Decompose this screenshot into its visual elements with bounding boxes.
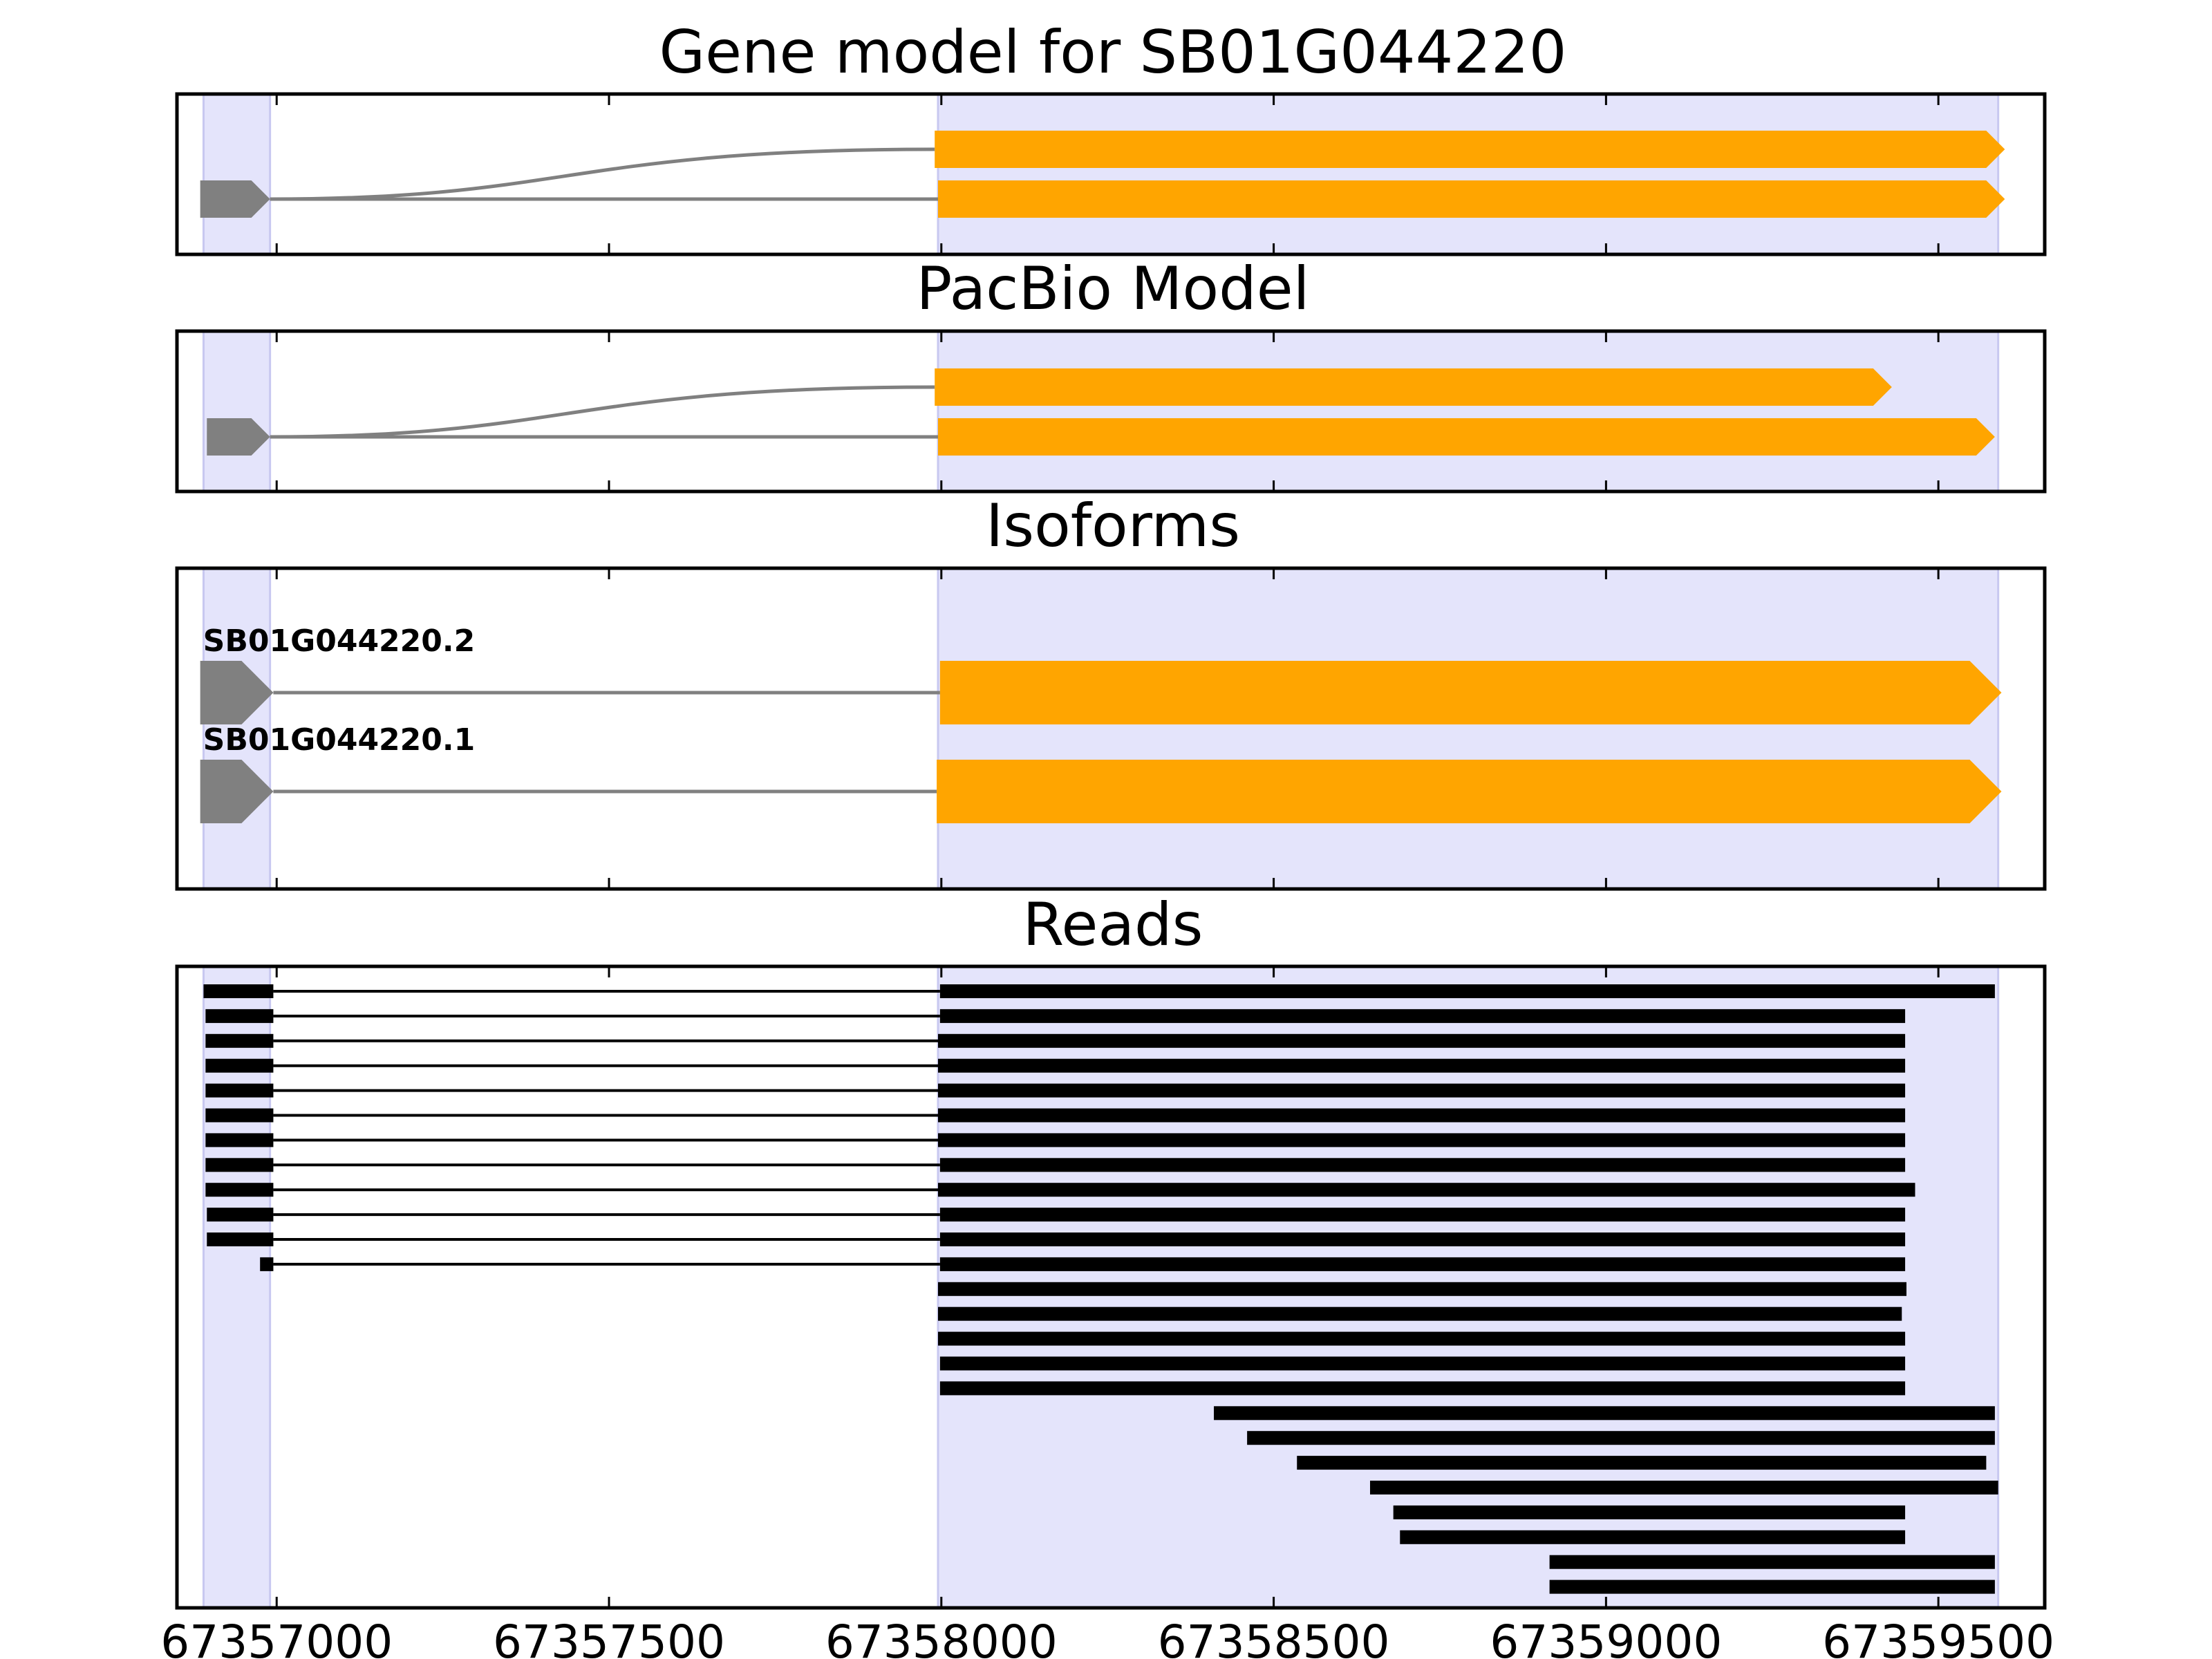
- isoforms-noncoding-exon: [200, 760, 274, 823]
- x-tick-label: 67359500: [1822, 1615, 2054, 1659]
- read-block: [937, 1331, 1906, 1346]
- reads-panel: [175, 964, 2047, 1610]
- read-block: [937, 1133, 1906, 1147]
- read-block: [1400, 1530, 1906, 1544]
- read-block: [939, 1208, 1906, 1222]
- read-block: [1549, 1555, 1995, 1569]
- gene-model-panel: [175, 92, 2047, 256]
- read-block: [937, 1282, 1906, 1296]
- read-block: [937, 1058, 1906, 1073]
- read-block: [205, 1183, 274, 1197]
- gene-model-highlight-region: [202, 93, 272, 256]
- isoforms-isoform-label: SB01G044220.1: [203, 722, 476, 758]
- pacbio-frame: [175, 329, 2047, 494]
- pacbio-coding-exon: [937, 418, 1995, 456]
- read-block: [205, 1083, 274, 1098]
- read-block: [260, 1257, 274, 1271]
- read-block: [1214, 1406, 1995, 1421]
- isoforms-coding-exon: [937, 760, 2002, 823]
- isoforms-isoform-label: SB01G044220.2: [203, 624, 476, 659]
- read-block: [1393, 1505, 1906, 1519]
- x-tick-label: 67357000: [160, 1615, 393, 1659]
- read-block: [205, 1133, 274, 1147]
- read-block: [939, 1009, 1906, 1023]
- gene-model-intron-curve: [270, 147, 935, 201]
- read-block: [207, 1208, 274, 1222]
- isoforms-highlight-region: [202, 567, 272, 890]
- pacbio-intron-curve: [270, 385, 935, 439]
- read-block: [1549, 1580, 1995, 1594]
- read-block: [939, 1158, 1906, 1172]
- read-block: [937, 1033, 1906, 1048]
- isoforms-highlight-region: [937, 567, 2000, 890]
- gene-model-title: Gene model for SB01G044220: [659, 18, 1567, 87]
- gene-model-noncoding-exon: [200, 180, 270, 218]
- read-block: [939, 984, 1995, 998]
- read-block: [939, 1381, 1906, 1396]
- x-axis-tick-labels: 67357000 67357500 67358000 67358500 67359000…: [160, 1615, 2054, 1659]
- read-block: [1247, 1431, 1995, 1445]
- isoforms-frame: [175, 566, 2047, 891]
- pacbio-highlight-region: [937, 330, 2000, 493]
- pacbio-noncoding-exon: [207, 418, 270, 456]
- pacbio-model-title: PacBio Model: [916, 254, 1309, 324]
- gene-model-coding-exon: [935, 131, 2005, 168]
- read-block: [937, 1183, 1915, 1197]
- read-block: [205, 1058, 274, 1073]
- read-block: [939, 1356, 1906, 1371]
- read-block: [939, 1257, 1906, 1271]
- read-block: [1297, 1456, 1987, 1470]
- x-tick-label: 67359000: [1490, 1615, 1722, 1659]
- isoforms-coding-exon: [939, 661, 2002, 724]
- read-block: [1370, 1481, 1998, 1494]
- read-block: [203, 984, 274, 998]
- read-block: [937, 1306, 1902, 1321]
- reads-frame: [175, 964, 2047, 1610]
- read-block: [939, 1232, 1906, 1246]
- pacbio-coding-exon: [935, 368, 1892, 406]
- gene-model-frame: [175, 92, 2047, 256]
- read-block: [205, 1033, 274, 1048]
- pacbio-model-panel: [175, 329, 2047, 494]
- read-block: [207, 1232, 274, 1246]
- reads-highlight-region: [202, 965, 272, 1609]
- read-block: [205, 1009, 274, 1023]
- gene-model-highlight-region: [937, 93, 2000, 256]
- reads-title: Reads: [1023, 890, 1203, 959]
- read-block: [937, 1083, 1906, 1098]
- read-block: [205, 1158, 274, 1172]
- x-tick-label: 67357500: [493, 1615, 725, 1659]
- read-block: [205, 1108, 274, 1123]
- isoforms-noncoding-exon: [200, 661, 274, 724]
- isoforms-panel: SB01G044220.2 SB01G044220.1: [175, 566, 2047, 891]
- x-tick-label: 67358500: [1158, 1615, 1390, 1659]
- x-tick-label: 67358000: [825, 1615, 1058, 1659]
- pacbio-highlight-region: [202, 330, 272, 493]
- isoforms-title: Isoforms: [986, 491, 1240, 561]
- gene-model-coding-exon: [937, 180, 2005, 218]
- read-block: [937, 1108, 1906, 1123]
